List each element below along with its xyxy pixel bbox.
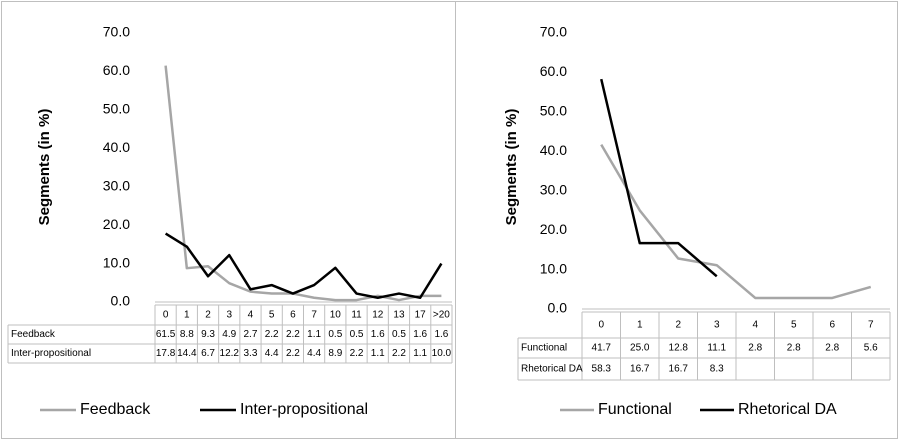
table-cell: 1.6 (413, 329, 427, 340)
table-cell: 17.8 (156, 348, 176, 359)
row-label: Inter-propositional (11, 348, 91, 359)
table-cell: 2.2 (286, 329, 300, 340)
table-cell: 1.6 (371, 329, 385, 340)
y-tick-label: 50.0 (103, 101, 130, 117)
table-cell: 2.2 (350, 348, 364, 359)
x-tick-label: 10 (330, 310, 342, 321)
table-cell: 2.7 (244, 329, 258, 340)
y-tick-label: 0.0 (111, 293, 131, 309)
table-cell: 10.0 (432, 348, 452, 359)
table-cell: 4.4 (265, 348, 279, 359)
legend-label: Rhetorical DA (738, 401, 837, 418)
series-line (164, 65, 442, 302)
table-cell: 2.2 (265, 329, 279, 340)
table-cell: 25.0 (630, 343, 650, 354)
table-cell: 2.8 (787, 343, 801, 354)
y-tick-label: 70.0 (103, 24, 130, 40)
y-axis-label: Segments (in %) (503, 109, 520, 226)
y-tick-label: 20.0 (540, 221, 567, 237)
y-tick-label: 0.0 (548, 300, 568, 316)
x-tick-label: 3 (226, 310, 232, 321)
y-tick-label: 20.0 (103, 216, 130, 232)
x-tick-label: 7 (868, 320, 874, 331)
y-tick-label: 60.0 (540, 63, 567, 79)
table-cell: 41.7 (592, 343, 612, 354)
table-cell: 16.7 (630, 364, 650, 375)
table-cell: 1.1 (371, 348, 385, 359)
y-tick-label: 10.0 (103, 254, 130, 270)
table-cell: 2.2 (286, 348, 300, 359)
x-tick-label: 0 (163, 310, 169, 321)
y-axis-label: Segments (in %) (36, 109, 53, 226)
table-cell: 2.8 (825, 343, 839, 354)
x-tick-label: 3 (714, 320, 720, 331)
table-cell: 1.1 (413, 348, 427, 359)
table-cell: 4.9 (222, 329, 236, 340)
table-cell: 8.8 (180, 329, 194, 340)
y-tick-label: 60.0 (103, 62, 130, 78)
x-tick-label: 17 (415, 310, 427, 321)
series-line (600, 78, 718, 278)
table-cell: 9.3 (201, 329, 215, 340)
table-cell: 16.7 (669, 364, 689, 375)
legend-label: Inter-propositional (240, 401, 368, 418)
table-cell: 58.3 (592, 364, 612, 375)
series-line (164, 232, 443, 300)
x-tick-label: 4 (752, 320, 758, 331)
table-cell: 6.7 (201, 348, 215, 359)
y-tick-label: 40.0 (540, 142, 567, 158)
x-tick-label: 11 (351, 310, 362, 321)
x-tick-label: 4 (248, 310, 254, 321)
table-cell: 4.4 (307, 348, 321, 359)
table-cell: 3.3 (244, 348, 258, 359)
legend-label: Functional (598, 401, 672, 418)
table-cell: 14.4 (177, 348, 197, 359)
x-tick-label: 12 (372, 310, 384, 321)
table-cell: 0.5 (350, 329, 364, 340)
x-tick-label: 6 (829, 320, 835, 331)
x-tick-label: >20 (433, 310, 450, 321)
table-cell: 2.2 (392, 348, 406, 359)
table-cell: 5.6 (864, 343, 878, 354)
x-tick-label: 1 (184, 310, 190, 321)
legend-label: Feedback (80, 401, 151, 418)
table-cell: 1.6 (434, 329, 448, 340)
x-tick-label: 1 (637, 320, 643, 331)
row-label: Functional (521, 343, 567, 354)
x-tick-label: 5 (791, 320, 797, 331)
table-cell: 61.5 (156, 329, 176, 340)
table-cell: 11.1 (707, 343, 726, 354)
x-tick-label: 5 (269, 310, 275, 321)
y-tick-label: 40.0 (103, 139, 130, 155)
table-cell: 8.9 (328, 348, 342, 359)
table-cell: 1.1 (307, 329, 321, 340)
table-cell: 0.5 (392, 329, 406, 340)
x-tick-label: 13 (393, 310, 405, 321)
x-tick-label: 6 (290, 310, 296, 321)
table-cell: 12.8 (669, 343, 689, 354)
table-cell: 2.8 (748, 343, 762, 354)
row-label: Feedback (11, 329, 56, 340)
table-cell: 0.5 (328, 329, 342, 340)
row-label: Rhetorical DA (521, 364, 583, 375)
x-tick-label: 2 (205, 310, 211, 321)
y-tick-label: 30.0 (103, 177, 130, 193)
series-line (600, 143, 872, 300)
table-cell: 12.2 (220, 348, 240, 359)
y-tick-label: 70.0 (540, 24, 567, 40)
y-tick-label: 30.0 (540, 181, 567, 197)
x-tick-label: 7 (311, 310, 317, 321)
x-tick-label: 0 (598, 320, 604, 331)
table-cell: 8.3 (710, 364, 724, 375)
y-tick-label: 10.0 (540, 260, 567, 276)
y-tick-label: 50.0 (540, 103, 567, 119)
x-tick-label: 2 (675, 320, 681, 331)
